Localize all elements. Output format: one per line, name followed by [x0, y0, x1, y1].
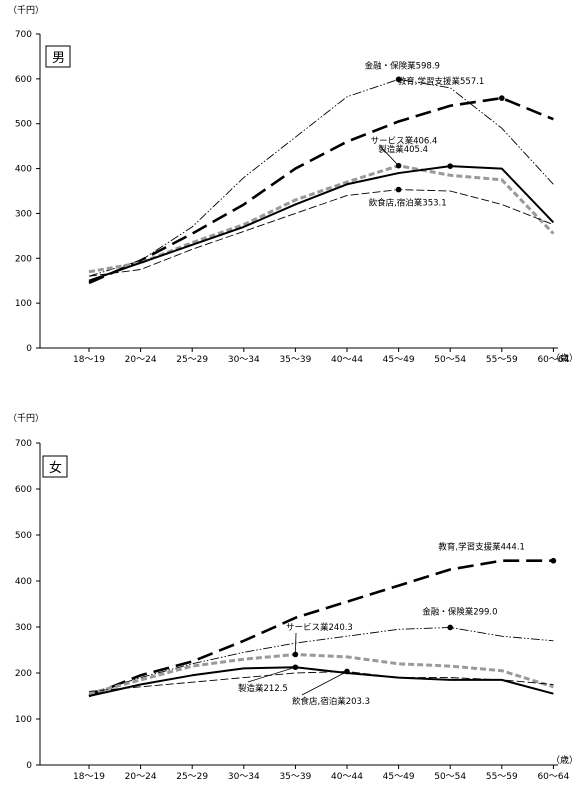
- annotation-label: 製造業212.5: [238, 683, 288, 694]
- series-line-edu: [88, 96, 554, 285]
- y-tick-label: 300: [15, 209, 32, 219]
- y-tick-label: 200: [15, 254, 32, 264]
- annotation-marker: [292, 664, 299, 671]
- annotation-label: 金融・保険業598.9: [365, 60, 440, 71]
- annotation-label: 製造業405.4: [378, 144, 428, 155]
- y-tick-label: 100: [15, 715, 32, 725]
- annotation-label: サービス業406.4: [371, 136, 438, 147]
- panel-female: （千円） （歳） 女 0 100 200 300 400 500 600 700 18～19 20…: [8, 413, 578, 782]
- annotation-label: 飲食店,宿泊業203.3: [292, 696, 370, 707]
- y-tick-label: 300: [15, 623, 32, 633]
- y-tick-label: 700: [15, 439, 32, 449]
- panel-label: 女: [49, 460, 62, 476]
- annotation-leader: [247, 666, 296, 683]
- y-tick-label: 400: [15, 165, 32, 175]
- panel-male: （千円） （歳） 男 0 100 200 300 400 500 600 700 18～19 20…: [8, 5, 578, 365]
- y-unit-label: （千円）: [8, 5, 44, 16]
- x-tick-label: 40～44: [331, 772, 363, 782]
- series-line-fin: [88, 627, 554, 695]
- panel-label: 男: [52, 51, 65, 66]
- x-tick-label: 60～64: [537, 355, 569, 365]
- x-unit-label: （歳）: [551, 352, 578, 364]
- x-tick-label: 20～24: [125, 355, 157, 365]
- x-tick-label: 35～39: [279, 355, 311, 365]
- y-unit-label: （千円）: [8, 413, 44, 424]
- annotation-marker: [395, 76, 402, 83]
- series-line-food: [88, 189, 554, 277]
- x-tick-label: 55～59: [486, 772, 518, 782]
- annotation-marker: [550, 557, 557, 564]
- x-tick-label: 20～24: [125, 772, 157, 782]
- series-line-svc: [88, 164, 555, 274]
- panel-label-box: [45, 45, 71, 68]
- y-tick-label: 700: [15, 30, 32, 40]
- annotation-label: 金融・保険業299.0: [422, 606, 497, 617]
- series-line-mfg: [88, 165, 555, 282]
- panel-label-box: [42, 455, 68, 478]
- x-tick-label: 50～54: [434, 772, 466, 782]
- y-tick-label: 500: [15, 120, 32, 130]
- annotation-label: サービス業240.3: [286, 622, 353, 633]
- y-tick-label: 500: [15, 531, 32, 541]
- annotation-label: 飲食店,宿泊業353.1: [369, 198, 447, 209]
- x-tick-label: 18～19: [73, 355, 105, 365]
- y-tick-label: 100: [15, 299, 32, 309]
- x-tick-label: 40～44: [331, 355, 363, 365]
- annotation-leader: [380, 146, 399, 166]
- annotation-label: 教育,学習支援業557.1: [398, 76, 485, 87]
- series-line-food: [88, 671, 554, 692]
- annotation-marker: [395, 186, 402, 193]
- series-line-edu: [88, 559, 554, 698]
- annotation-marker: [447, 624, 454, 631]
- x-tick-label: 45～49: [383, 355, 415, 365]
- x-tick-label: 35～39: [279, 772, 311, 782]
- x-tick-label: 30～34: [228, 355, 260, 365]
- x-tick-label: 25～29: [176, 355, 208, 365]
- series-line-mfg: [88, 666, 554, 697]
- annotation-leader: [301, 671, 348, 696]
- x-tick-label: 60～64: [537, 772, 569, 782]
- x-tick-label: 25～29: [176, 772, 208, 782]
- y-tick-label: 600: [15, 485, 32, 495]
- y-tick-label: 600: [15, 75, 32, 85]
- annotation-leader: [295, 632, 297, 655]
- y-tick-label: 0: [26, 761, 32, 771]
- x-tick-label: 50～54: [434, 355, 466, 365]
- x-tick-label: 45～49: [383, 772, 415, 782]
- annotation-label: 教育,学習支援業444.1: [438, 542, 525, 553]
- x-tick-label: 18～19: [73, 772, 105, 782]
- annotation-marker: [499, 95, 505, 101]
- y-tick-label: 400: [15, 577, 32, 587]
- y-tick-label: 0: [26, 344, 32, 354]
- annotation-marker: [447, 163, 454, 169]
- x-tick-label: 55～59: [486, 355, 518, 365]
- series-line-fin: [88, 78, 554, 277]
- x-tick-label: 30～34: [228, 772, 260, 782]
- y-tick-label: 200: [15, 669, 32, 679]
- x-unit-label: （歳）: [551, 754, 578, 766]
- series-line-svc: [88, 652, 554, 696]
